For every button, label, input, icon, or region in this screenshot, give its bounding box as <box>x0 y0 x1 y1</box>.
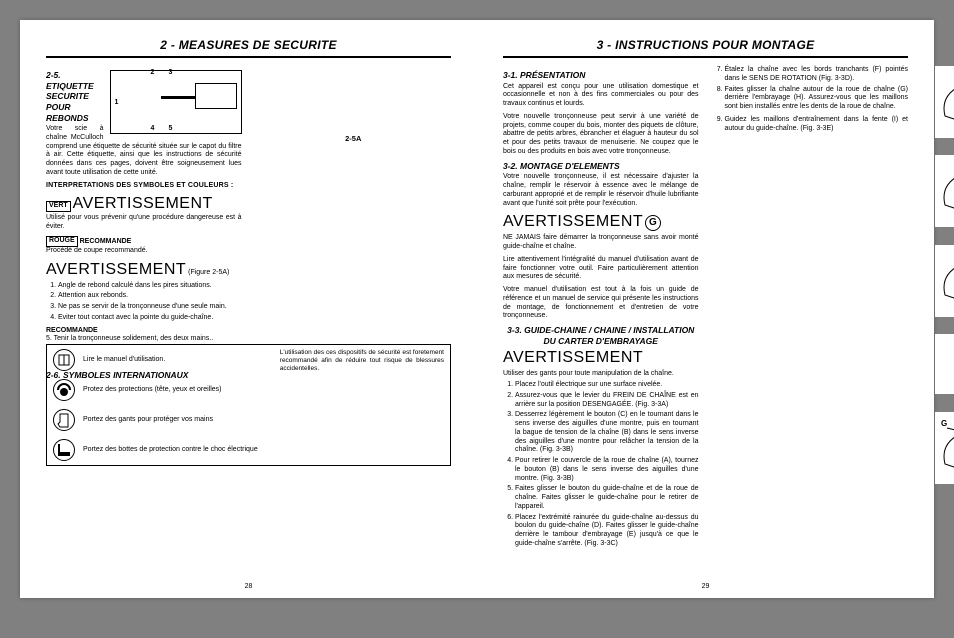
avertissement-heading-2: AVERTISSEMENT <box>46 261 186 278</box>
list-item: Angle de rebond calculé dans les pires s… <box>58 282 242 291</box>
symbol-row-gloves: Portez des gants pour protéger vos mains <box>47 405 274 435</box>
para-3-2-d: Votre manuel d'utilisation est tout à la… <box>503 286 699 321</box>
symbol-text: Portez des bottes de protection contre l… <box>83 446 258 455</box>
para-3-3-gloves: Utiliser des gants pour toute manipulati… <box>503 370 699 379</box>
para-3-2-a: Votre nouvelle tronçonneuse, il est néce… <box>503 173 699 208</box>
caption-3-3b: 3-3B <box>922 229 954 238</box>
page-29: 3 - INSTRUCTIONS POUR MONTAGE 3-1. PRÉSE… <box>477 20 934 598</box>
heading-3-3-line2: DU CARTER D'EMBRAYAGE <box>503 336 699 347</box>
caption-2-5a: 2-5A <box>256 134 452 143</box>
list-item: Desserrez légèrement le bouton (C) en le… <box>515 411 699 455</box>
para-rouge-desc: Procédé de coupe recommandé. <box>46 247 242 256</box>
avertissement-2-line: AVERTISSEMENT (Figure 2-5A) <box>46 260 242 280</box>
symbols-table: Lire le manuel d'utilisation. Protez des… <box>46 344 451 466</box>
vert-avertissement-line: VERT AVERTISSEMENT <box>46 194 242 214</box>
heading-3-1: 3-1. PRÉSENTATION <box>503 70 699 81</box>
section-2-title: 2 - MEASURES DE SECURITE <box>46 38 451 58</box>
list-item: Étalez la chaîne avec les bords tranchan… <box>725 66 909 84</box>
rouge-line: ROUGE RECOMMANDE <box>46 236 242 247</box>
caption-3-3a: 3-3A <box>922 140 954 149</box>
figure-3-3b: A C B <box>935 155 954 227</box>
symbol-text: Portez des gants pour protéger vos mains <box>83 416 213 425</box>
figure-3-3c: D E <box>935 245 954 317</box>
document-spread: 2 - MEASURES DE SECURITE 1 2 3 4 5 2-5. … <box>20 20 934 598</box>
page-28-columns: 1 2 3 4 5 2-5. ETIQUETTE SECURITE POUR R… <box>46 66 451 566</box>
list-2-5: Angle de rebond calculé dans les pires s… <box>46 282 242 323</box>
tag-rouge: ROUGE <box>46 236 78 247</box>
avertissement-heading-1: AVERTISSEMENT <box>73 195 213 212</box>
heading-3-2: 3-2. MONTAGE D'ELEMENTS <box>503 161 699 172</box>
figure-3-3e: G I H <box>935 412 954 484</box>
symbol-row-protection: Protez des protections (tête, yeux et or… <box>47 375 274 405</box>
list-item: Placez l'outil électrique sur une surfac… <box>515 381 699 390</box>
list-item: Guidez les maillons d'entraînement dans … <box>725 116 909 134</box>
symbols-row-split: Lire le manuel d'utilisation. Protez des… <box>47 345 450 465</box>
caption-3-3e: 3-3E <box>922 486 954 495</box>
figures-3-3: 3-3A A C B 3-3B <box>922 66 954 495</box>
label-recommande-1: RECOMMANDE <box>80 238 132 245</box>
page-29-columns: 3-1. PRÉSENTATION Cet appareil est conçu… <box>503 66 908 566</box>
section-2-5: 1 2 3 4 5 2-5. ETIQUETTE SECURITE POUR R… <box>46 70 242 344</box>
page-number-29: 29 <box>702 583 710 592</box>
symbol-text: Protez des protections (tête, yeux et or… <box>83 386 222 395</box>
symbol-row-boots: Portez des bottes de protection contre l… <box>47 435 274 465</box>
label-recommande-2: RECOMMANDE <box>46 327 242 336</box>
list-item: Ne pas se servir de la tronçonneuse d'un… <box>58 303 242 312</box>
section-3-title: 3 - INSTRUCTIONS POUR MONTAGE <box>503 38 908 58</box>
para-3-2-b: NE JAMAIS faire démarrer la tronçonneuse… <box>503 234 699 252</box>
figure-3-3d: E F <box>935 334 954 394</box>
caption-3-3c: 3-3C <box>922 319 954 328</box>
manual-icon <box>53 349 75 371</box>
avertissement-heading-3: AVERTISSEMENT <box>503 212 699 232</box>
para-3-1-a: Cet appareil est conçu pour une utilisat… <box>503 83 699 109</box>
heading-3-3-line1: 3-3. GUIDE-CHAINE / CHAINE / INSTALLATIO… <box>503 325 699 336</box>
list-3-3-continued: Guidez les maillons d'entraînement dans … <box>713 116 909 134</box>
caption-3-3d: 3-3D <box>922 396 954 405</box>
head-protection-icon <box>53 379 75 401</box>
gloves-icon <box>53 409 75 431</box>
boots-icon <box>53 439 75 461</box>
para-3-2-c: Lire attentivement l'intégralité du manu… <box>503 256 699 282</box>
list-item: Faites glisser le bouton du guide-chaîne… <box>515 485 699 511</box>
label-interpretations: INTERPRETATIONS DES SYMBOLES ET COULEURS… <box>46 182 242 191</box>
list-item: Placez l'extrémité rainurée du guide-cha… <box>515 514 699 549</box>
list-item: Attention aux rebonds. <box>58 292 242 301</box>
list-item: Faites glisser la chaîne autour de la ro… <box>725 86 909 112</box>
symbol-text: Lire le manuel d'utilisation. <box>83 356 165 365</box>
avertissement-heading-4: AVERTISSEMENT <box>503 348 699 368</box>
figure-ref-2-5a: (Figure 2-5A) <box>188 269 229 276</box>
figure-3-3a <box>935 66 954 138</box>
list-item: Assurez-vous que le levier du FREIN DE C… <box>515 392 699 410</box>
symbols-note: L'utilisation des ces dispositifs de séc… <box>274 345 450 465</box>
tag-vert: VERT <box>46 201 71 212</box>
list-item: Eviter tout contact avec la pointe du gu… <box>58 314 242 323</box>
para-item-5: 5. Tenir la tronçonneuse solidement, des… <box>46 335 242 344</box>
page-28: 2 - MEASURES DE SECURITE 1 2 3 4 5 2-5. … <box>20 20 477 598</box>
svg-text:G: G <box>941 419 947 428</box>
symbol-row-manual: Lire le manuel d'utilisation. <box>47 345 274 375</box>
para-vert-desc: Utilisé pour vous prévenir qu'une procéd… <box>46 214 242 232</box>
para-3-1-b: Votre nouvelle tronçonneuse peut servir … <box>503 113 699 157</box>
figure-2-5a: 1 2 3 4 5 <box>110 70 242 134</box>
list-item: Pour retirer le couvercle de la roue de … <box>515 457 699 483</box>
page-number-28: 28 <box>245 583 253 592</box>
